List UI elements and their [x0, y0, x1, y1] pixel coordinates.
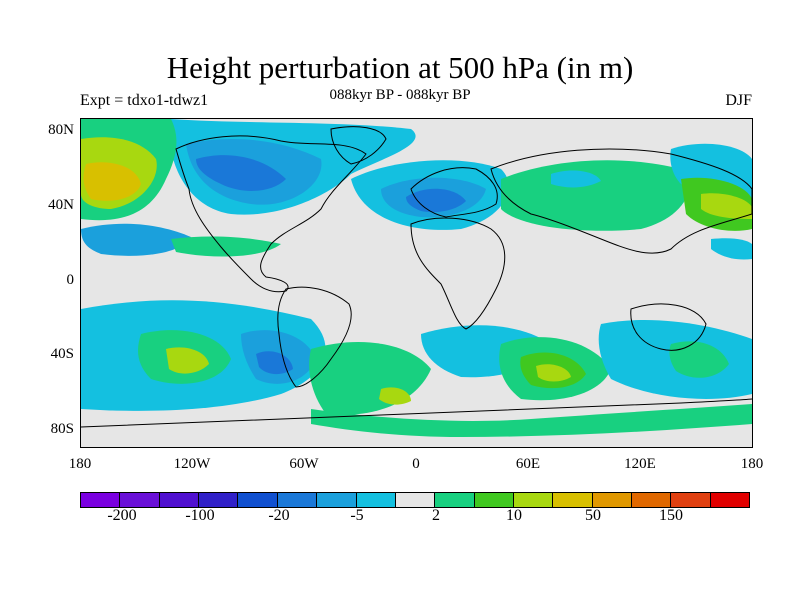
- colorbar-label-150: 150: [659, 507, 683, 524]
- contour-asia-pos: [501, 160, 689, 231]
- contour-sio-pos-core: [536, 364, 571, 382]
- lon-label-120w: 120W: [173, 456, 211, 472]
- coast-africa: [410, 217, 506, 330]
- lat-label-eq: 0: [66, 272, 75, 288]
- lon-label-0: 0: [412, 456, 420, 472]
- map-title: Height perturbation at 500 hPa (in m): [166, 50, 634, 85]
- colorbar-swatch-0: [81, 493, 121, 507]
- contour-trop-pac-neg: [81, 223, 191, 256]
- colorbar-swatch-1: [120, 493, 160, 507]
- lat-label-40n: 40N: [48, 197, 74, 213]
- experiment-label: Expt = tdxo1-tdwz1: [80, 92, 209, 109]
- lon-label-180w: 180: [68, 456, 92, 472]
- lon-label-60e: 60E: [515, 456, 541, 472]
- contour-trop-pos-band: [171, 236, 281, 257]
- contour-np-pos-core: [701, 193, 752, 219]
- contour-sh-pos-pac-core: [166, 347, 209, 374]
- contour-eu-neg-core: [406, 188, 466, 213]
- colorbar-swatch-11: [513, 493, 554, 507]
- colorbar-label-neg200: -200: [107, 507, 137, 524]
- colorbar-swatch-10: [474, 493, 514, 507]
- colorbar-swatch-8: [395, 493, 436, 507]
- colorbar-label-neg20: -20: [268, 507, 290, 524]
- colorbar-swatch-14: [632, 493, 672, 507]
- colorbar-swatch-5: [277, 493, 318, 507]
- map-subtitle: 088kyr BP - 088kyr BP: [329, 87, 471, 103]
- contour-sh-south-band: [311, 404, 752, 437]
- contour-asia-neg-spot: [551, 170, 601, 188]
- lat-label-80s: 80S: [50, 421, 74, 437]
- colorbar-swatch-12: [553, 493, 593, 507]
- contour-map: [80, 119, 753, 437]
- colorbar-swatch-4: [238, 493, 278, 507]
- colorbar-swatch-16: [710, 493, 750, 507]
- contour-satl-pos: [309, 341, 431, 415]
- contour-sa-neg-core: [256, 351, 293, 375]
- colorbar-label-10: 10: [506, 507, 522, 524]
- lat-label-80n: 80N: [48, 122, 74, 138]
- coast-north-america: [175, 135, 367, 293]
- colorbar-swatch-6: [317, 493, 357, 507]
- colorbar-swatch-15: [671, 493, 711, 507]
- coastlines: [80, 126, 753, 428]
- colorbar-label-neg5: -5: [350, 507, 364, 524]
- colorbar-label-2: 2: [432, 507, 440, 524]
- coast-europe: [410, 167, 498, 218]
- lon-label-60w: 60W: [289, 456, 319, 472]
- lon-label-120e: 120E: [624, 456, 656, 472]
- contour-pac-pos-core: [83, 162, 141, 201]
- colorbar-swatch-9: [435, 493, 475, 507]
- coast-greenland: [330, 126, 387, 165]
- coast-antarctica: [80, 398, 753, 428]
- contour-trop-east-pac: [711, 238, 752, 260]
- lon-label-180e: 180: [740, 456, 764, 472]
- lat-label-40s: 40S: [50, 346, 74, 362]
- contour-fields: [81, 119, 752, 437]
- colorbar: [80, 492, 750, 508]
- colorbar-label-neg100: -100: [185, 507, 215, 524]
- colorbar-swatch-7: [356, 493, 396, 507]
- colorbar-swatch-3: [199, 493, 239, 507]
- season-label: DJF: [725, 92, 752, 109]
- colorbar-label-50: 50: [585, 507, 601, 524]
- colorbar-swatch-2: [159, 493, 200, 507]
- contour-satl-pos-core: [379, 387, 411, 405]
- coast-asia: [490, 148, 753, 254]
- coast-south-america: [277, 286, 352, 388]
- colorbar-swatch-13: [592, 493, 633, 507]
- contour-aus-pos: [669, 341, 729, 378]
- coast-australia: [630, 303, 707, 351]
- contour-na-neg-inner: [196, 155, 286, 191]
- map-plot-area: [80, 118, 753, 448]
